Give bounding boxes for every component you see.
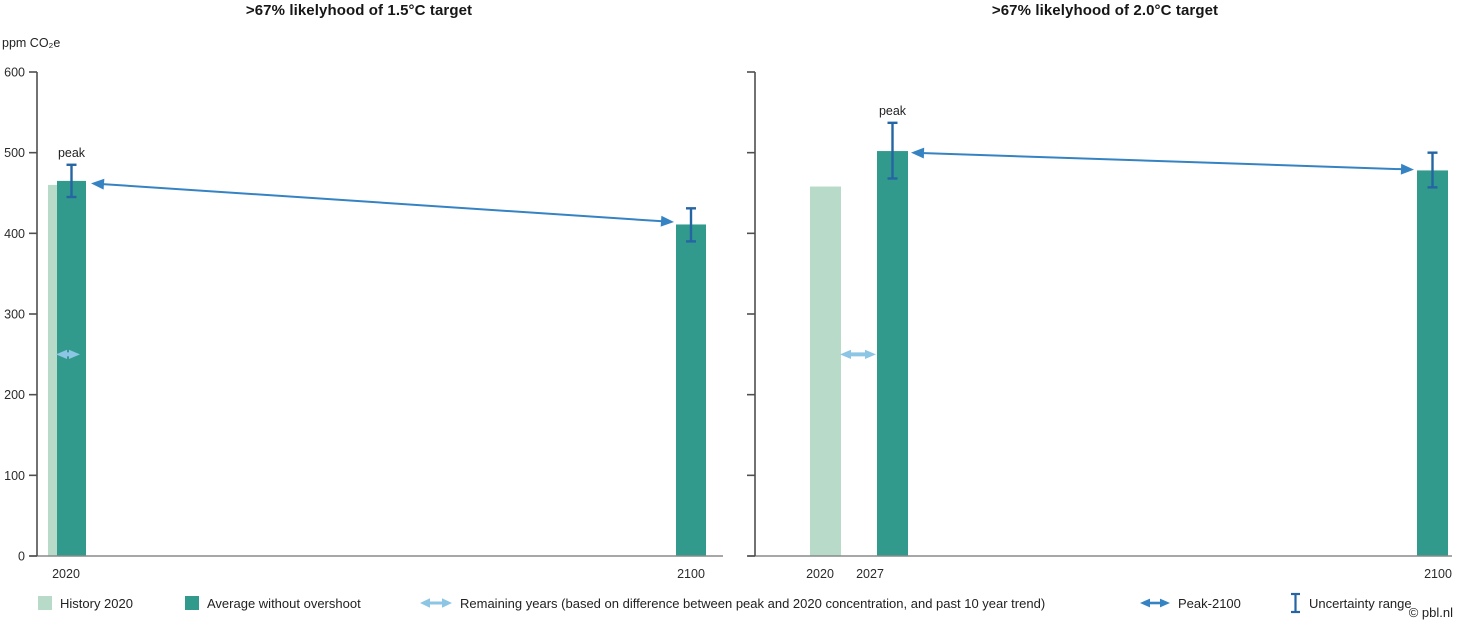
remaining-years-arrow [56,349,80,359]
uncertainty-bar-2027 [887,121,898,180]
x-tick-label-2100: 2100 [1424,567,1452,581]
uncertainty-bar-2020 [66,163,77,199]
history-2020-swatch-icon [38,596,52,610]
legend-label-remaining-years: Remaining years (based on difference bet… [460,595,1046,611]
legend-item-remaining-years: Remaining years (based on difference bet… [420,593,1045,613]
bar-average-without-overshoot-2027 [877,151,908,556]
legend-label-average-without-overshoot: Average without overshoot [207,595,361,611]
credit-pbl: © pbl.nl [1408,605,1453,620]
uncertainty-bar-2100 [686,207,696,243]
uncertainty-bar-2100 [1427,151,1438,189]
bar-average-without-overshoot-2100 [676,224,706,556]
y-tick-label: 400 [4,227,25,241]
y-axis-unit-label: ppm CO₂e [2,36,61,50]
remaining-years-arrow [840,349,876,359]
peak-2100-double-arrow-icon [1140,598,1170,608]
peak-2100-arrow [91,178,674,227]
x-tick-label-2027: 2027 [856,567,884,581]
legend-item-uncertainty-range: Uncertainty range [1290,592,1412,614]
peak-2100-arrow [911,147,1414,175]
y-tick-label: 500 [4,146,25,160]
x-tick-label-2100: 2100 [677,567,705,581]
remaining-years-double-arrow-icon [420,598,452,608]
x-tick-label-2020: 2020 [806,567,834,581]
panel-title-2-0c: >67% likelyhood of 2.0°C target [991,2,1219,19]
legend: History 2020 Average without overshoot R… [0,592,1458,617]
y-tick-label: 600 [4,66,25,80]
legend-item-peak-2100: Peak-2100 [1140,593,1241,613]
legend-label-uncertainty-range: Uncertainty range [1309,595,1412,611]
average-without-overshoot-swatch-icon [185,596,199,610]
y-tick-label: 200 [4,388,25,402]
y-tick-label: 0 [18,550,25,564]
x-tick-label-2020: 2020 [52,567,80,581]
legend-label-peak-2100: Peak-2100 [1178,595,1241,611]
bar-average-without-overshoot-2100 [1417,170,1448,556]
panel-title-1-5c: >67% likelyhood of 1.5°C target [245,2,473,19]
y-tick-label: 300 [4,308,25,322]
y-tick-label: 100 [4,469,25,483]
chart-panel-left: peak 0 100 200 300 400 500 600 2020 2100 [4,66,723,581]
uncertainty-range-icon [1291,592,1300,614]
legend-item-history-2020: History 2020 [38,593,133,613]
peak-annotation: peak [879,104,907,118]
chart-panel-right: peak 2020 2027 2100 [747,71,1452,581]
chart-canvas: peak 0 100 200 300 400 500 600 2020 2100 peak 2020 2… [4,66,1452,581]
bar-history-2020-2020 [810,186,841,556]
legend-label-history-2020: History 2020 [60,595,133,611]
legend-item-average-without-overshoot: Average without overshoot [185,593,361,613]
peak-annotation: peak [58,146,86,160]
bar-average-without-overshoot-2020 [57,180,86,556]
